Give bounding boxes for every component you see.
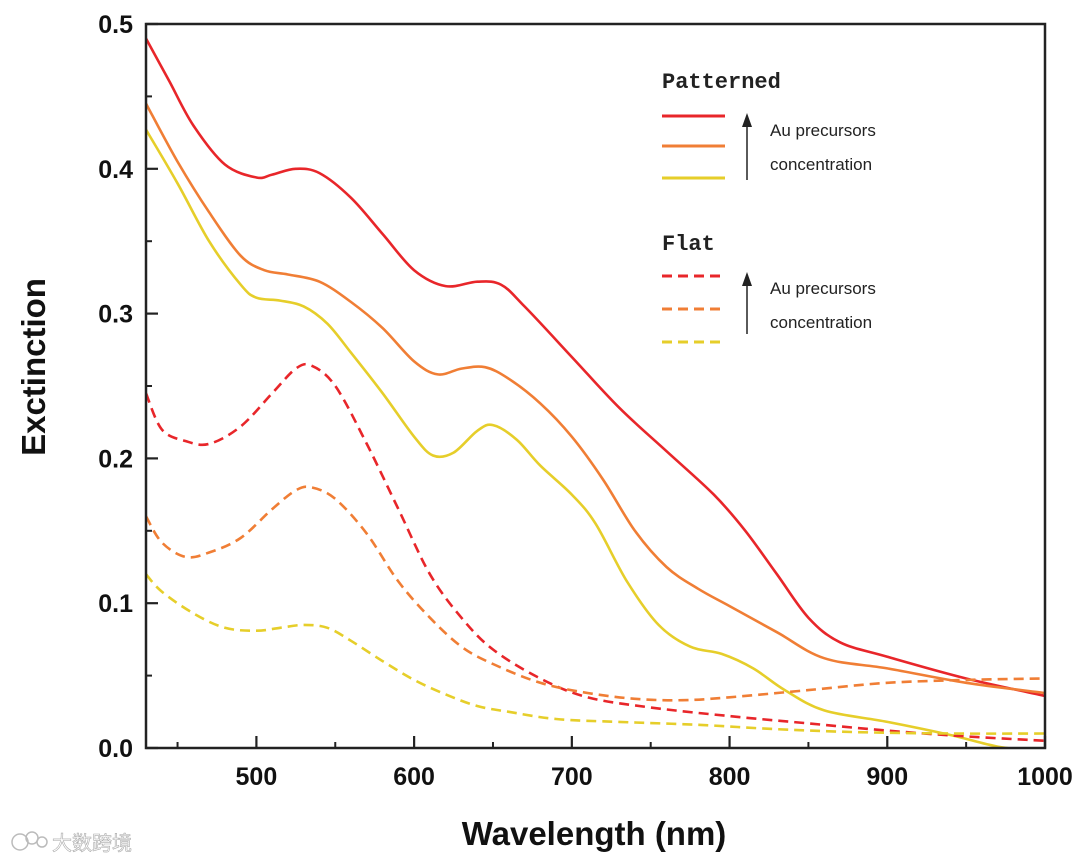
watermark-logo-icon xyxy=(11,831,48,851)
ticks-layer: 500 600 700 800 900 1000 0.0 0.1 0.2 0.3 0.4 0.5 xyxy=(98,11,1073,791)
legend-note-patterned-line2: concentration xyxy=(770,155,872,174)
legend-note-patterned-line1: Au precursors xyxy=(770,121,876,140)
x-tick-label: 900 xyxy=(866,763,908,791)
y-tick-label: 0.1 xyxy=(98,590,133,618)
series-line-patterned-2 xyxy=(146,129,1017,748)
legend-title-flat: Flat xyxy=(662,232,715,257)
legend-note-flat-line1: Au precursors xyxy=(770,279,876,298)
x-axis-title: Wavelength (nm) xyxy=(462,815,727,852)
arrow-up-icon xyxy=(742,113,752,180)
y-tick-label: 0.0 xyxy=(98,735,133,763)
series-line-patterned-0 xyxy=(146,37,1045,698)
y-tick-label: 0.2 xyxy=(98,445,133,473)
y-axis-title: Exctinction xyxy=(15,278,52,456)
arrow-up-icon xyxy=(742,272,752,334)
series-layer xyxy=(146,37,1045,748)
x-tick-label: 600 xyxy=(393,763,435,791)
y-tick-label: 0.3 xyxy=(98,301,133,329)
x-tick-label: 500 xyxy=(236,763,278,791)
x-tick-label: 1000 xyxy=(1017,763,1073,791)
legend-note-flat-line2: concentration xyxy=(770,313,872,332)
series-line-flat-5 xyxy=(146,573,1045,735)
plot-frame xyxy=(144,22,1047,750)
legend-title-patterned: Patterned xyxy=(662,70,781,95)
watermark-text: 大数跨境 xyxy=(52,831,132,855)
series-line-flat-3 xyxy=(146,362,1045,743)
watermark: 大数跨境 xyxy=(11,831,132,855)
x-tick-label: 800 xyxy=(709,763,751,791)
series-line-patterned-1 xyxy=(146,102,1045,695)
x-tick-label: 700 xyxy=(551,763,593,791)
series-line-flat-4 xyxy=(146,485,1045,702)
legend: Patterned Au precursors concentration Fl… xyxy=(662,70,876,344)
y-tick-label: 0.4 xyxy=(98,156,133,184)
y-tick-label: 0.5 xyxy=(98,11,133,39)
